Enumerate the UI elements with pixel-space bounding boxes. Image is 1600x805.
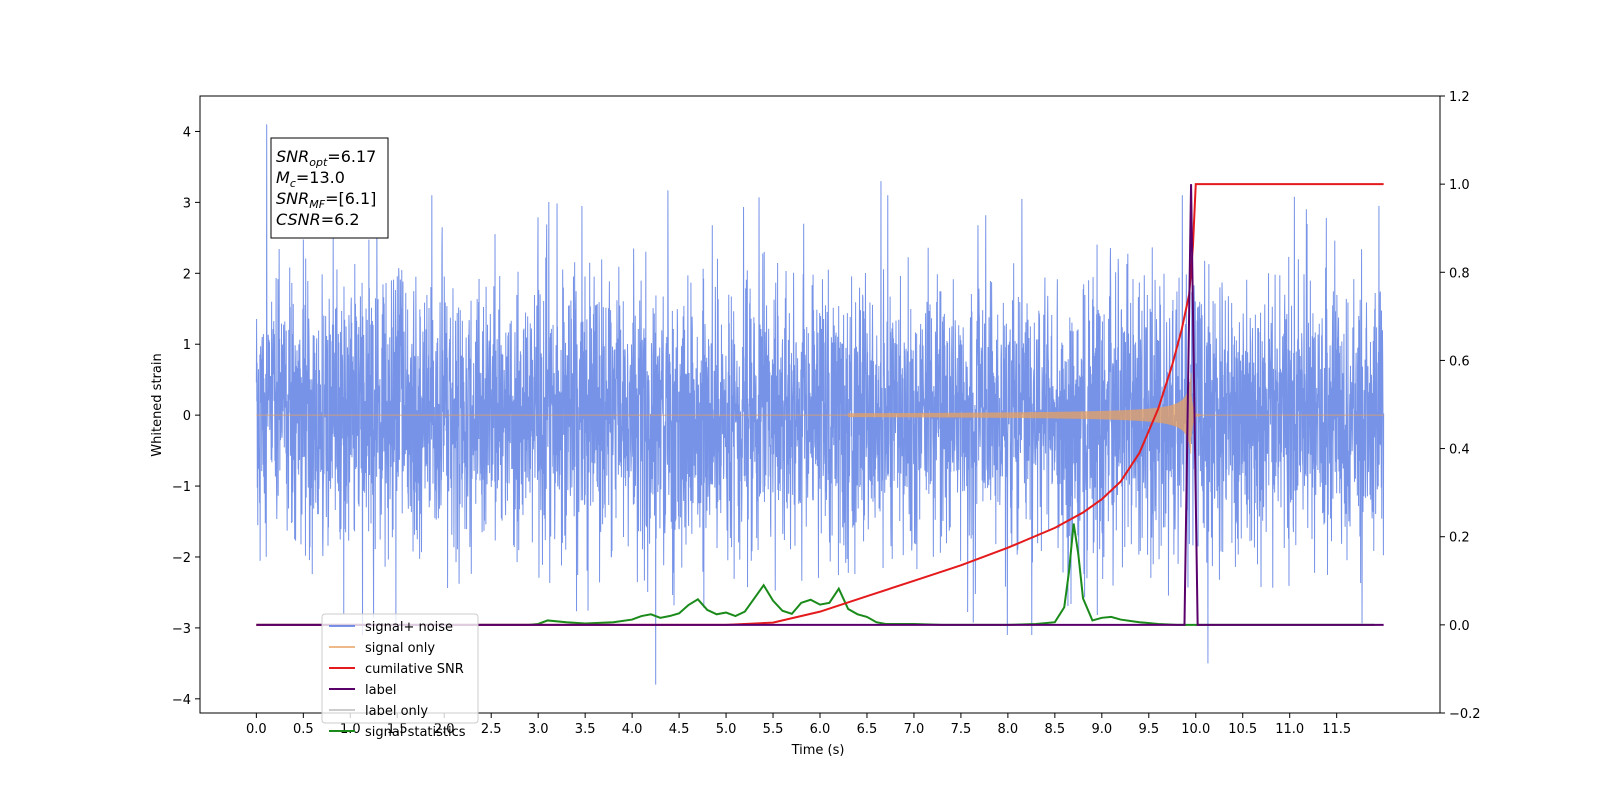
annotation-value: =6.2: [321, 210, 360, 229]
y2-tick-label: 1.2: [1449, 90, 1470, 105]
x-tick-label: 2.0: [434, 722, 455, 737]
y-tick-label: −3: [172, 622, 191, 637]
y2-tick-label: 0.4: [1449, 443, 1470, 458]
x-tick-label: 5.5: [763, 722, 784, 737]
annotation-line: SNRMF=[6.1]: [276, 189, 376, 211]
y2-tick-label: 0.2: [1449, 531, 1470, 546]
y2-tick-label: −0.2: [1449, 707, 1481, 722]
y2-tick-label: 0.8: [1449, 266, 1470, 281]
annotation-value: =13.0: [296, 168, 345, 187]
x-tick-label: 1.5: [387, 722, 408, 737]
x-tick-label: 7.0: [904, 722, 925, 737]
x-tick-label: 7.5: [951, 722, 972, 737]
x-tick-label: 4.5: [669, 722, 690, 737]
y-tick-label: 4: [183, 125, 191, 140]
annotation-value: =[6.1]: [325, 189, 376, 208]
annotation-symbol: SNR: [276, 189, 309, 208]
y-tick-label: −1: [172, 480, 191, 495]
annotation-subscript: opt: [309, 156, 328, 169]
label-line: [256, 184, 1384, 626]
legend-entry: signal statistics: [365, 725, 466, 740]
annotation-subscript: MF: [309, 198, 325, 211]
x-tick-label: 0.5: [293, 722, 314, 737]
y-tick-label: 0: [183, 409, 191, 424]
legend-entry: cumilative SNR: [365, 662, 464, 677]
annotation-symbol: SNR: [276, 147, 309, 166]
x-tick-label: 9.5: [1138, 722, 1159, 737]
x-tick-label: 8.0: [998, 722, 1019, 737]
x-tick-label: 5.0: [716, 722, 737, 737]
y-tick-label: −2: [172, 551, 191, 566]
signal-only-line: [256, 372, 1384, 454]
y2-tick-label: 0.6: [1449, 354, 1470, 369]
annotation-value: =6.17: [327, 147, 376, 166]
annotation-symbol: M: [276, 168, 290, 187]
y-tick-label: 3: [183, 196, 191, 211]
x-axis: 0.0 0.5 1.0 1.5 2.0 2.5 3.0 3.5 4.0 4.5 5.0 5.5 6.0 6…: [246, 713, 1351, 737]
x-tick-label: 0.0: [246, 722, 267, 737]
x-tick-label: 2.5: [481, 722, 502, 737]
x-tick-label: 6.0: [810, 722, 831, 737]
y-axis-right: −0.2 0.0 0.2 0.4 0.6 0.8 1.0 1.2: [1440, 90, 1481, 722]
x-axis-label: Time (s): [791, 743, 845, 758]
x-tick-label: 1.0: [340, 722, 361, 737]
x-tick-label: 8.5: [1045, 722, 1066, 737]
x-tick-label: 4.0: [622, 722, 643, 737]
x-tick-label: 9.0: [1091, 722, 1112, 737]
x-tick-label: 10.0: [1181, 722, 1210, 737]
series-signal-only: [256, 372, 1384, 454]
annotation-frame: [270, 137, 389, 239]
y-tick-label: 1: [183, 338, 191, 353]
y-tick-label: −4: [172, 693, 191, 708]
y2-tick-label: 1.0: [1449, 178, 1470, 193]
x-tick-label: 3.5: [575, 722, 596, 737]
signal-statistics-line: [256, 523, 1375, 626]
cumulative-snr-line: [256, 183, 1384, 626]
annotation-line: CSNR=6.2: [276, 210, 360, 229]
annotation-subscript: c: [290, 177, 296, 190]
x-tick-label: 10.5: [1228, 722, 1257, 737]
right-axis-series: [256, 183, 1384, 626]
x-tick-label: 6.5: [857, 722, 878, 737]
legend-frame: [321, 613, 479, 724]
y-axis-label: Whitened strain: [150, 353, 165, 456]
x-tick-label: 3.0: [528, 722, 549, 737]
y-tick-label: 2: [183, 267, 191, 282]
legend-entry: signal+ noise: [365, 620, 453, 635]
x-tick-label: 11.5: [1322, 722, 1351, 737]
legend-entry: label only: [365, 704, 428, 719]
legend-entry: label: [365, 683, 396, 698]
annotation-line: Mc=13.0: [276, 168, 345, 190]
legend-entry: signal only: [365, 641, 435, 656]
legend: signal+ noise signal only cumilative SNR la…: [321, 613, 479, 740]
annotation-symbol: CSNR: [276, 210, 321, 229]
y2-tick-label: 0.0: [1449, 619, 1470, 634]
x-tick-label: 11.0: [1275, 722, 1304, 737]
y-axis-left: −4 −3 −2 −1 0 1 2 3 4: [172, 125, 200, 708]
annotation-line: SNRopt=6.17: [276, 147, 376, 169]
